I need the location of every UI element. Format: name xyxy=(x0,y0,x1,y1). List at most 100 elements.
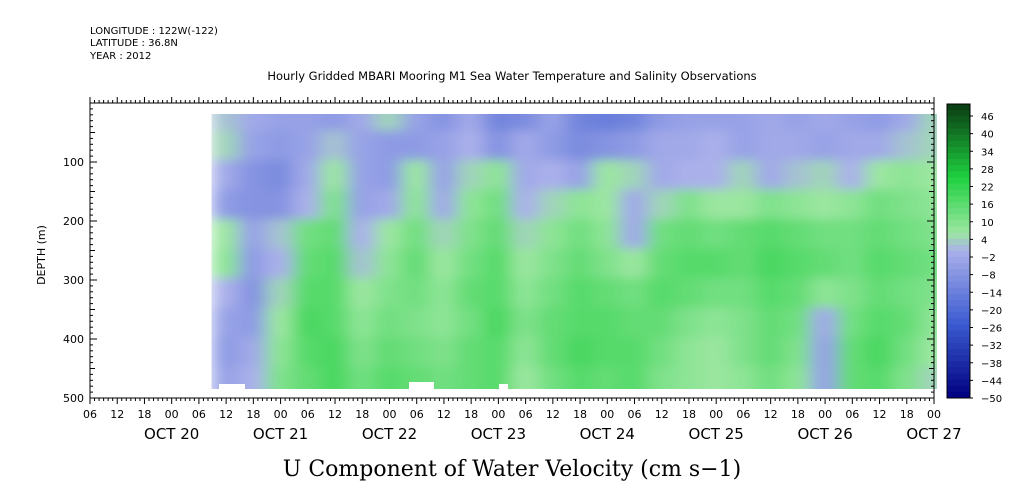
x-hour-label: 18 xyxy=(682,408,696,421)
colorbar-swatch xyxy=(947,312,970,319)
heatmap-cell xyxy=(538,219,568,253)
heatmap-cell xyxy=(728,114,759,135)
colorbar-swatch xyxy=(947,232,970,240)
heatmap-cell xyxy=(456,189,486,223)
colorbar-swatch xyxy=(947,324,970,332)
heatmap-cell xyxy=(619,307,650,341)
heatmap-cell xyxy=(864,189,895,223)
x-hour-label: 18 xyxy=(900,408,914,421)
x-date-label: OCT 20 xyxy=(144,425,199,443)
colorbar-swatch xyxy=(947,330,970,338)
heatmap-cell xyxy=(238,219,268,253)
heatmap-cell xyxy=(320,114,350,135)
heatmap-cell xyxy=(783,248,813,282)
heatmap-cell xyxy=(347,248,377,282)
heatmap-cell xyxy=(429,248,459,282)
x-hour-label: 06 xyxy=(410,408,424,421)
heatmap-cell xyxy=(538,189,568,223)
colorbar-label: −38 xyxy=(981,359,1002,370)
heatmap-cell xyxy=(647,219,677,253)
heatmap-cell xyxy=(837,337,867,371)
heatmap-cell xyxy=(429,278,459,312)
heatmap-cell xyxy=(701,337,731,371)
heatmap-cell xyxy=(538,337,568,371)
heatmap-cell xyxy=(565,337,595,371)
heatmap-cell xyxy=(783,366,813,389)
heatmap-cell xyxy=(756,278,786,312)
colorbar-label: 10 xyxy=(981,218,994,229)
heatmap-cell xyxy=(837,366,867,389)
heatmap-cell xyxy=(892,219,922,253)
heatmap-cell xyxy=(892,248,922,282)
x-hour-label: 00 xyxy=(382,408,396,421)
missing-data-gaps xyxy=(219,382,508,390)
heatmap-cell xyxy=(810,219,840,253)
colorbar-frame xyxy=(946,103,971,399)
heatmap-cell xyxy=(756,307,786,341)
heatmap-cell xyxy=(293,130,323,164)
heatmap-cell xyxy=(429,160,459,194)
heatmap-cell xyxy=(728,366,759,389)
colorbar-swatch xyxy=(947,336,970,344)
x-date-label: OCT 27 xyxy=(906,425,961,443)
top-axis-ticks xyxy=(89,97,935,103)
heatmap-cell xyxy=(701,248,731,282)
heatmap-cell xyxy=(374,307,405,341)
x-date-label: OCT 24 xyxy=(580,425,635,443)
colorbar-label: 40 xyxy=(981,130,994,141)
colorbar-label: −32 xyxy=(981,341,1002,352)
heatmap-cell xyxy=(320,189,350,223)
colorbar-swatch xyxy=(947,189,970,197)
heatmap-cell xyxy=(538,248,568,282)
colorbar-swatch xyxy=(947,140,970,148)
x-hour-label: 18 xyxy=(137,408,151,421)
heatmap-cell xyxy=(211,337,241,371)
colorbar-swatch xyxy=(947,116,970,123)
heatmap-cell xyxy=(238,160,268,194)
heatmap-cell xyxy=(701,189,731,223)
x-hour-label: 18 xyxy=(791,408,805,421)
heatmap-cell xyxy=(864,337,895,371)
heatmap-cell xyxy=(837,114,867,135)
colorbar-swatch xyxy=(947,349,970,356)
heatmap-cell xyxy=(864,278,895,312)
heatmap-cell xyxy=(592,219,622,253)
colorbar-swatch xyxy=(947,300,970,307)
x-hour-label: 00 xyxy=(818,408,832,421)
x-axis-label: U Component of Water Velocity (cm s−1) xyxy=(283,457,741,482)
heatmap-cell xyxy=(701,219,731,253)
heatmap-cell xyxy=(211,278,241,312)
heatmap-cell xyxy=(756,114,786,135)
heatmap-cell xyxy=(565,307,595,341)
colorbar-swatch xyxy=(947,318,970,325)
heatmap-cell xyxy=(320,130,350,164)
longitude-label: LONGITUDE : 122W(-122) xyxy=(90,26,218,37)
colorbar-label: 34 xyxy=(981,147,994,158)
colorbar-swatch xyxy=(947,391,970,399)
heatmap-cell xyxy=(892,130,922,164)
colorbar-label: 22 xyxy=(981,183,994,194)
x-date-label: OCT 21 xyxy=(253,425,308,443)
heatmap-cell xyxy=(864,160,895,194)
latitude-label: LATITUDE : 36.8N xyxy=(90,38,178,49)
colorbar-swatch xyxy=(947,146,970,154)
heatmap-cell xyxy=(483,219,513,253)
colorbar-label: −14 xyxy=(981,288,1002,299)
colorbar-swatch xyxy=(947,128,970,136)
heatmap-cell xyxy=(756,219,786,253)
heatmap-cell xyxy=(320,278,350,312)
heatmap-cell xyxy=(647,130,677,164)
chart-title: Hourly Gridded MBARI Mooring M1 Sea Wate… xyxy=(267,69,756,83)
heatmap-cell xyxy=(619,114,650,135)
colorbar-swatch xyxy=(947,220,970,227)
heatmap-cell xyxy=(756,189,786,223)
heatmap-cell xyxy=(293,278,323,312)
colorbar-swatch xyxy=(947,281,970,289)
heatmap-cell xyxy=(238,114,268,135)
heatmap-cell xyxy=(374,366,405,389)
heatmap-cell xyxy=(674,160,704,194)
heatmap-cell xyxy=(265,189,296,223)
colorbar-swatch xyxy=(947,251,970,258)
heatmap-cell xyxy=(674,130,704,164)
